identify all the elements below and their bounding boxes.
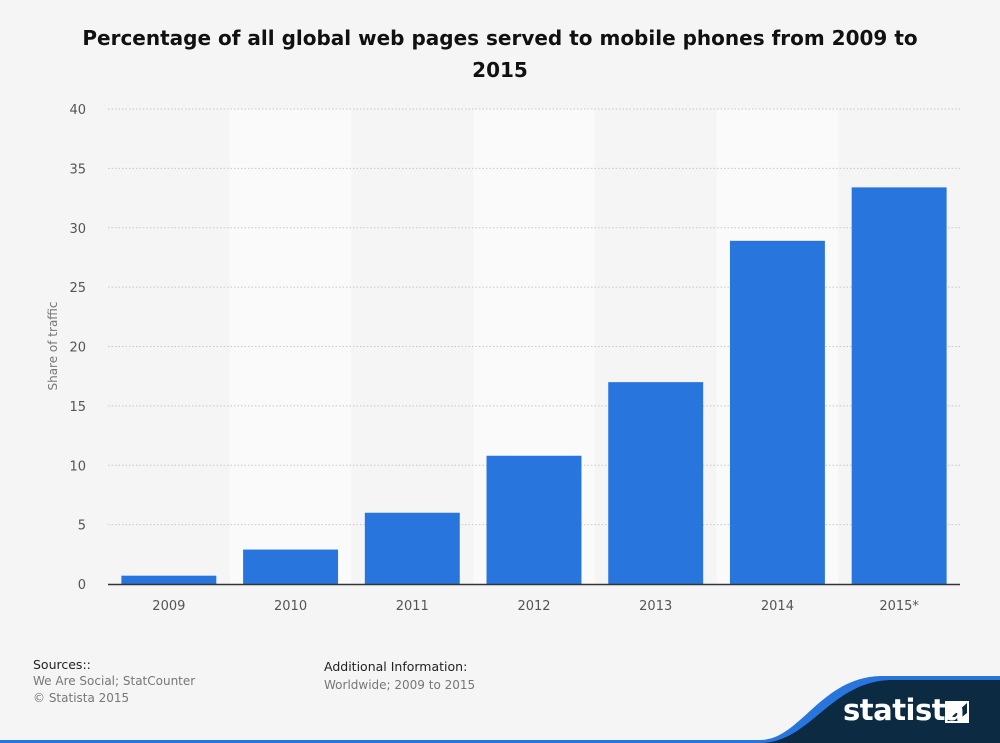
y-tick-label: 5 bbox=[78, 519, 86, 534]
bar bbox=[851, 187, 947, 584]
copyright-text: © Statista 2015 bbox=[33, 691, 130, 705]
y-tick-label: 30 bbox=[69, 222, 86, 237]
x-tick-label: 2012 bbox=[517, 599, 550, 614]
y-tick-label: 0 bbox=[78, 578, 86, 593]
y-tick-label: 40 bbox=[69, 103, 86, 118]
chart-title: Percentage of all global web pages serve… bbox=[82, 26, 918, 82]
statista-logo-text: statista bbox=[843, 693, 965, 727]
bars bbox=[121, 187, 947, 584]
additional-info-text: Worldwide; 2009 to 2015 bbox=[324, 678, 476, 692]
x-tick-label: 2013 bbox=[639, 599, 672, 614]
additional-info-block: Additional Information: Worldwide; 2009 … bbox=[324, 658, 475, 694]
bar bbox=[121, 575, 217, 584]
bar bbox=[729, 240, 825, 584]
x-tick-label: 2009 bbox=[152, 599, 185, 614]
x-tick-label: 2015* bbox=[879, 599, 919, 614]
y-tick-label: 20 bbox=[69, 341, 86, 356]
y-tick-label: 25 bbox=[69, 281, 86, 296]
bar bbox=[608, 382, 704, 584]
bar bbox=[364, 512, 460, 584]
additional-info-label: Additional Information: bbox=[324, 659, 468, 674]
y-axis-ticks: 0 5 10 15 20 25 30 35 40 bbox=[69, 103, 86, 593]
sources-label: Sources:: bbox=[33, 657, 91, 672]
y-tick-label: 15 bbox=[69, 400, 86, 415]
sources-block: Sources:: We Are Social; StatCounter © S… bbox=[33, 656, 195, 707]
bar bbox=[486, 455, 582, 584]
y-tick-label: 35 bbox=[69, 162, 86, 177]
x-tick-label: 2014 bbox=[761, 599, 794, 614]
sources-text: We Are Social; StatCounter bbox=[33, 674, 196, 688]
x-tick-label: 2011 bbox=[396, 599, 429, 614]
y-axis-label: Share of traffic bbox=[46, 301, 60, 390]
x-axis-ticks: 2009 2010 2011 2012 2013 2014 2015* bbox=[152, 599, 919, 614]
bar bbox=[243, 549, 339, 584]
brand-banner bbox=[0, 676, 1000, 743]
x-tick-label: 2010 bbox=[274, 599, 307, 614]
brand-swoosh-dark bbox=[0, 680, 1000, 743]
y-tick-label: 10 bbox=[69, 459, 86, 474]
bar-chart: 0 5 10 15 20 25 30 35 40 2009 2010 2011 2012 2013 201… bbox=[46, 103, 960, 614]
